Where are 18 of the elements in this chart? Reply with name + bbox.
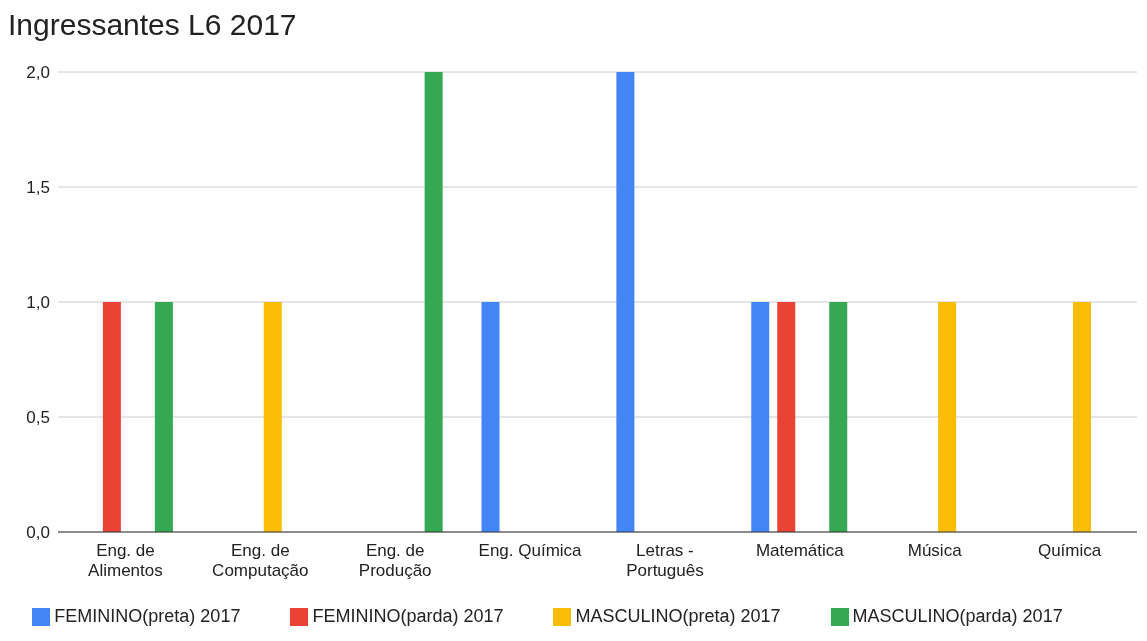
chart-title: Ingressantes L6 2017 xyxy=(8,8,298,43)
y-tick-label: 0,0 xyxy=(26,523,50,543)
x-tick-label: Matemática xyxy=(755,541,845,560)
legend-label: MASCULINO(preta) 2017 xyxy=(575,606,781,626)
x-tick-label: Letras - Português xyxy=(626,541,704,580)
x-tick-label: Eng. de Alimentos xyxy=(88,541,163,580)
legend-label: FEMININO(parda) 2017 xyxy=(312,606,504,626)
x-tick-label: Eng. de Produção xyxy=(358,541,432,580)
x-tick-label: Eng. Química xyxy=(478,541,583,560)
y-tick-label: 1,0 xyxy=(26,293,50,313)
legend-label: FEMININO(preta) 2017 xyxy=(54,606,241,626)
y-tick-label: 0,5 xyxy=(26,408,50,428)
y-tick-label: 2,0 xyxy=(26,63,50,83)
y-tick-label: 1,5 xyxy=(26,178,50,198)
legend-label: MASCULINO(parda) 2017 xyxy=(852,606,1063,626)
x-tick-label: Eng. de Computação xyxy=(212,541,309,580)
x-tick-label: Música xyxy=(907,541,963,560)
x-tick-label: Química xyxy=(1037,541,1102,560)
